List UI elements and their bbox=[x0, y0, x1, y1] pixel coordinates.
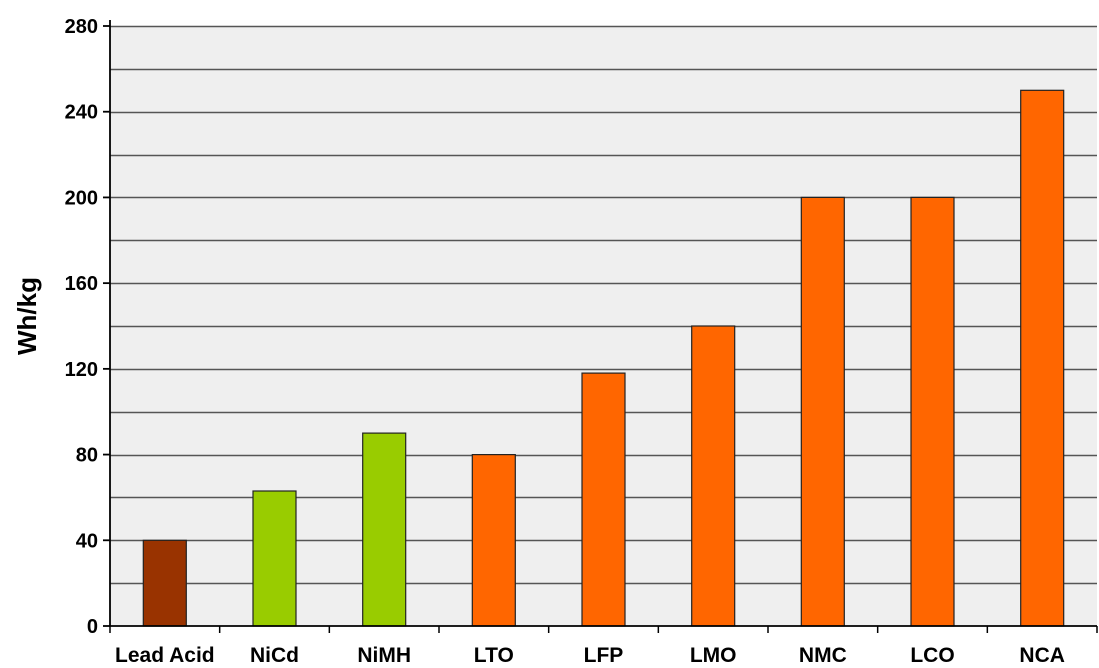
bar bbox=[142, 539, 187, 627]
x-category-label: NiCd bbox=[250, 644, 299, 667]
bar bbox=[910, 196, 955, 627]
bar bbox=[362, 432, 407, 627]
bar bbox=[800, 196, 845, 627]
x-category-label: LCO bbox=[910, 644, 954, 667]
bar bbox=[1020, 89, 1065, 627]
x-category-label: LTO bbox=[474, 644, 514, 667]
bar bbox=[471, 454, 516, 627]
bar bbox=[581, 372, 626, 627]
x-category-label: Lead Acid bbox=[115, 644, 215, 667]
bar bbox=[691, 325, 736, 627]
y-tick-label: 80 bbox=[76, 445, 98, 467]
y-tick-label: 280 bbox=[65, 16, 98, 38]
y-tick-label: 0 bbox=[87, 616, 98, 638]
x-category-label: NMC bbox=[799, 644, 847, 667]
x-category-label: NCA bbox=[1019, 644, 1065, 667]
y-tick-label: 160 bbox=[65, 273, 98, 295]
bar bbox=[252, 490, 297, 627]
y-tick-label: 240 bbox=[65, 102, 98, 124]
y-axis-title: Wh/kg bbox=[12, 277, 42, 355]
y-tick-label: 120 bbox=[65, 359, 98, 381]
x-category-label: LMO bbox=[690, 644, 737, 667]
x-category-label: LFP bbox=[584, 644, 624, 667]
y-tick-label: 40 bbox=[76, 530, 98, 552]
y-tick-label: 200 bbox=[65, 187, 98, 209]
x-category-label: NiMH bbox=[357, 644, 411, 667]
